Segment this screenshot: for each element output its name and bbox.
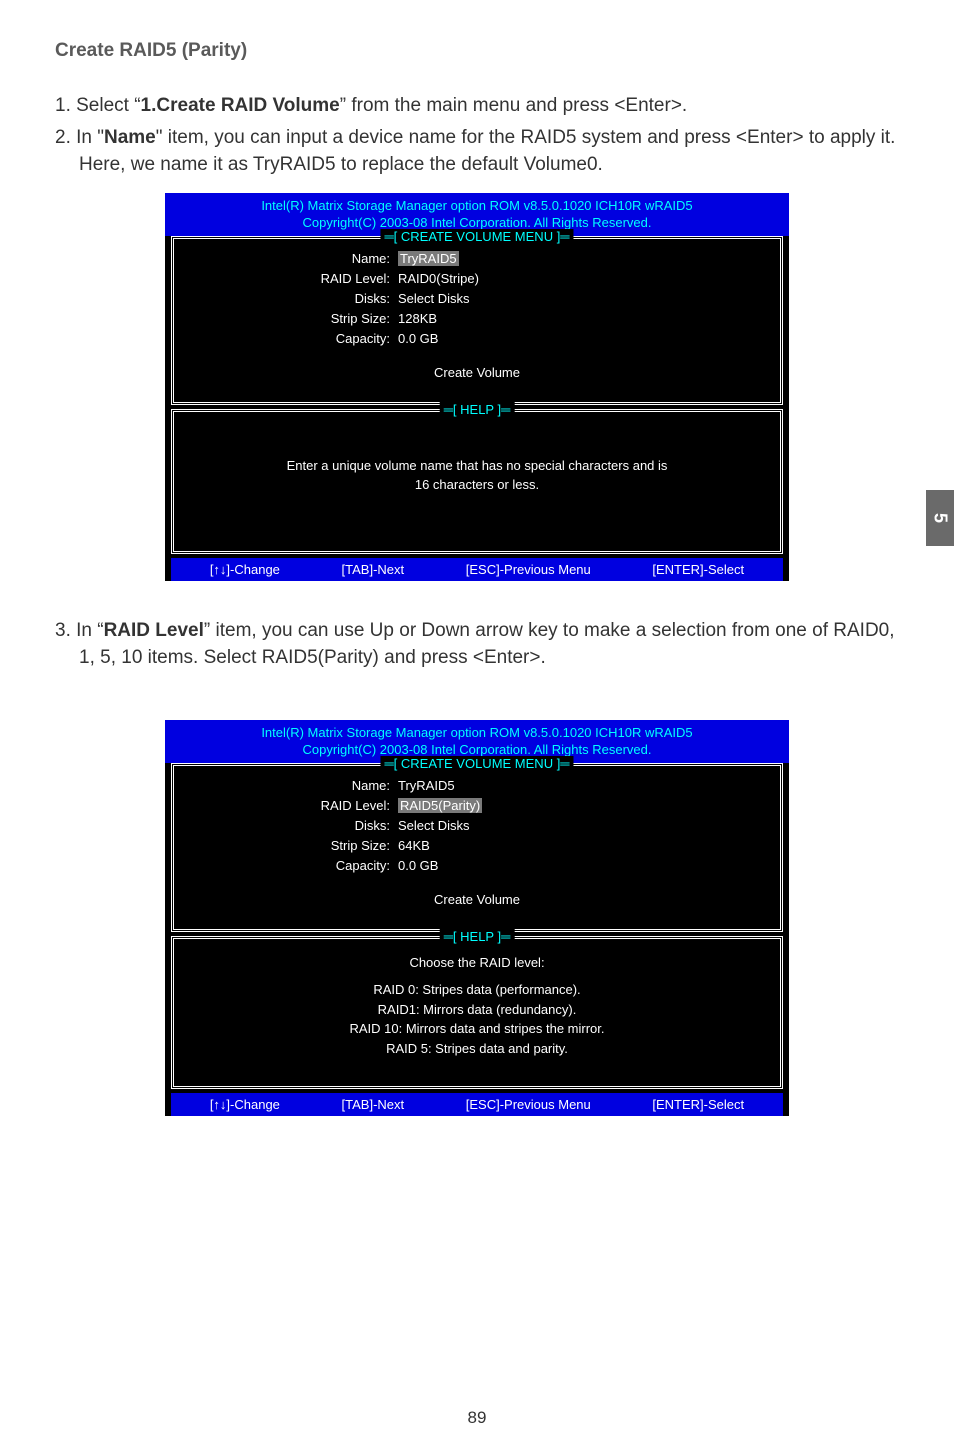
bios2-header-line1: Intel(R) Matrix Storage Manager option R… [261,725,692,740]
section-heading: Create RAID5 (Parity) [55,40,899,62]
bios2-value-disks: Select Disks [398,816,470,836]
bios2-footer: [↑↓]-Change [TAB]-Next [ESC]-Previous Me… [171,1093,783,1116]
bios1-label-name: Name: [188,249,398,269]
bios2-menu-label: ═[ CREATE VOLUME MENU ]═ [380,756,573,771]
bios1-label-capacity: Capacity: [188,329,398,349]
bios1-help-panel: ═[ HELP ]═ Enter a unique volume name th… [171,409,783,554]
bios1-create-volume-menu: ═[ CREATE VOLUME MENU ]═ Name: TryRAID5 … [171,236,783,405]
bios1-value-name[interactable]: TryRAID5 [398,251,459,266]
page-number: 89 [0,1408,954,1428]
bios2-footer-tab: [TAB]-Next [342,1097,405,1112]
step1-post: ” from the main menu and press <Enter>. [340,95,687,116]
bios2-value-stripsize: 64KB [398,836,430,856]
bios2-footer-esc: [ESC]-Previous Menu [466,1097,591,1112]
bios2-label-raidlevel: RAID Level: [188,796,398,816]
bios2-help-title: Choose the RAID level: [409,955,544,970]
bios1-help-line1: Enter a unique volume name that has no s… [287,458,668,473]
bios1-value-capacity: 0.0 GB [398,329,438,349]
bios1-footer-change: [↑↓]-Change [210,562,280,577]
bios1-value-disks: Select Disks [398,289,470,309]
bios2-row-stripsize: Strip Size: 64KB [188,836,766,856]
bios-screenshot-1: Intel(R) Matrix Storage Manager option R… [165,193,789,581]
bios2-label-disks: Disks: [188,816,398,836]
instruction-list-2: 3. In “RAID Level” item, you can use Up … [55,617,899,672]
step-2: 2. In "Name" item, you can input a devic… [55,124,899,179]
bios2-row-capacity: Capacity: 0.0 GB [188,856,766,876]
bios2-help-l3: RAID 10: Mirrors data and stripes the mi… [349,1021,604,1036]
bios1-help-line2: 16 characters or less. [415,477,539,492]
bios1-row-stripsize: Strip Size: 128KB [188,309,766,329]
bios2-footer-enter: [ENTER]-Select [652,1097,744,1112]
bios1-label-stripsize: Strip Size: [188,309,398,329]
bios2-value-name: TryRAID5 [398,776,455,796]
step1-pre: 1. Select “ [55,95,141,116]
bios2-value-capacity: 0.0 GB [398,856,438,876]
bios2-help-l4: RAID 5: Stripes data and parity. [386,1041,568,1056]
bios2-label-name: Name: [188,776,398,796]
bios1-value-raidlevel: RAID0(Stripe) [398,269,479,289]
bios2-create-volume[interactable]: Create Volume [188,890,766,910]
bios1-create-volume[interactable]: Create Volume [188,363,766,383]
step-1: 1. Select “1.Create RAID Volume” from th… [55,92,899,120]
bios1-label-raidlevel: RAID Level: [188,269,398,289]
bios1-header-line1: Intel(R) Matrix Storage Manager option R… [261,198,692,213]
step1-bold: 1.Create RAID Volume [141,95,340,116]
bios2-help-l1: RAID 0: Stripes data (performance). [373,982,580,997]
step3-pre: 3. In “ [55,620,104,641]
bios2-help-panel: ═[ HELP ]═ Choose the RAID level: RAID 0… [171,936,783,1090]
step3-bold: RAID Level [104,620,204,641]
bios2-help-label: ═[ HELP ]═ [440,929,515,944]
bios1-help-label: ═[ HELP ]═ [440,402,515,417]
bios2-help-l2: RAID1: Mirrors data (redundancy). [378,1002,577,1017]
instruction-list: 1. Select “1.Create RAID Volume” from th… [55,92,899,179]
bios1-footer-enter: [ENTER]-Select [652,562,744,577]
bios2-value-raidlevel[interactable]: RAID5(Parity) [398,798,482,813]
bios1-menu-label: ═[ CREATE VOLUME MENU ]═ [380,229,573,244]
bios-screenshot-2: Intel(R) Matrix Storage Manager option R… [165,720,789,1116]
chapter-side-tab: 5 [926,490,954,546]
bios1-row-raidlevel: RAID Level: RAID0(Stripe) [188,269,766,289]
bios1-row-name: Name: TryRAID5 [188,249,766,269]
bios2-label-capacity: Capacity: [188,856,398,876]
bios2-footer-change: [↑↓]-Change [210,1097,280,1112]
bios2-row-name: Name: TryRAID5 [188,776,766,796]
bios2-row-raidlevel: RAID Level: RAID5(Parity) [188,796,766,816]
bios1-footer: [↑↓]-Change [TAB]-Next [ESC]-Previous Me… [171,558,783,581]
bios1-footer-tab: [TAB]-Next [342,562,405,577]
bios2-label-stripsize: Strip Size: [188,836,398,856]
bios1-row-capacity: Capacity: 0.0 GB [188,329,766,349]
bios2-create-volume-menu: ═[ CREATE VOLUME MENU ]═ Name: TryRAID5 … [171,763,783,932]
bios2-row-disks: Disks: Select Disks [188,816,766,836]
step-3: 3. In “RAID Level” item, you can use Up … [55,617,899,672]
bios1-footer-esc: [ESC]-Previous Menu [466,562,591,577]
step2-pre: 2. In " [55,127,104,148]
bios1-row-disks: Disks: Select Disks [188,289,766,309]
bios1-value-stripsize: 128KB [398,309,437,329]
bios1-label-disks: Disks: [188,289,398,309]
step2-post: " item, you can input a device name for … [79,127,895,176]
step2-bold: Name [104,127,156,148]
